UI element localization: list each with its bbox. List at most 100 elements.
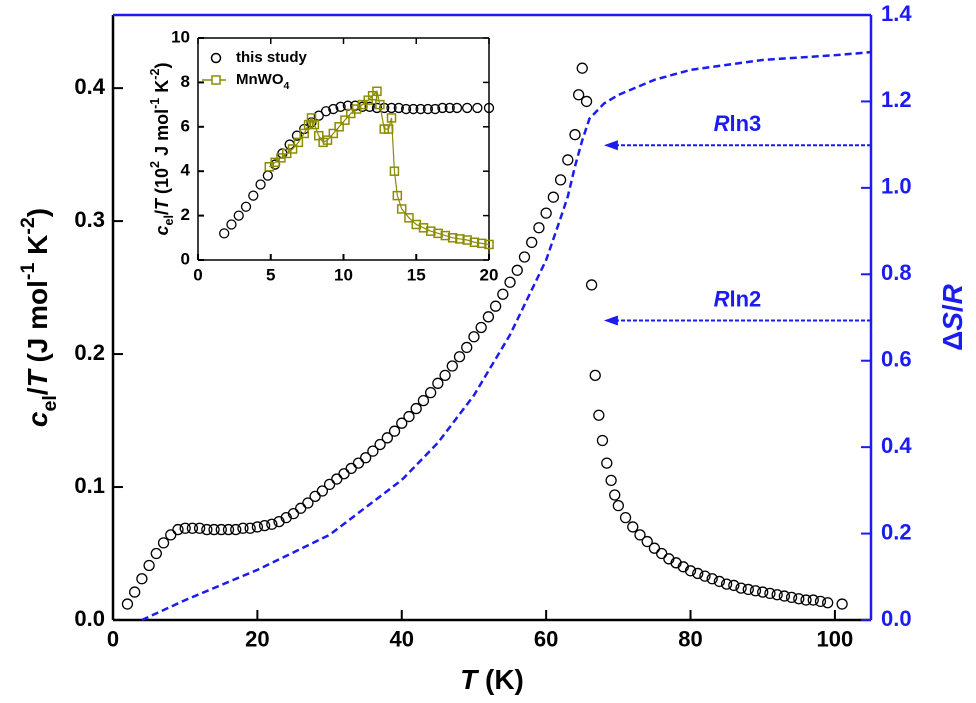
circle-marker (430, 103, 441, 115)
y-tick-label: 0.1 (74, 473, 105, 498)
square-marker (404, 213, 414, 223)
circle-marker (453, 351, 466, 363)
x-tick-label: 80 (678, 627, 702, 652)
circle-marker (302, 497, 314, 509)
y-tick-label: 0 (181, 249, 190, 268)
circle-marker (136, 573, 148, 585)
y-tick-label: 4 (181, 161, 191, 180)
square-marker (484, 239, 494, 250)
circle-marker (328, 103, 339, 115)
circle-marker (576, 62, 588, 74)
square-marker (309, 119, 320, 130)
circle-marker (778, 590, 791, 602)
circle-marker (165, 529, 177, 541)
circle-marker (415, 103, 426, 115)
square-marker (396, 204, 407, 214)
circle-marker (735, 582, 747, 594)
square-marker (303, 119, 314, 130)
square-marker (392, 190, 403, 201)
circle-marker (596, 434, 609, 447)
circle-marker (266, 518, 278, 530)
circle-marker (601, 457, 613, 469)
circle-marker (713, 575, 726, 588)
y-tick-label: 2 (181, 205, 190, 224)
circle-marker (230, 523, 242, 536)
circle-marker (609, 489, 621, 501)
circle-marker (244, 522, 256, 534)
circle-marker (157, 537, 170, 549)
square-marker (293, 137, 304, 148)
circle-marker (800, 594, 812, 606)
circle-marker (785, 591, 798, 604)
y-axis-label: cel/T (102 J mol-1 K-2) (148, 62, 176, 235)
circle-marker (386, 102, 397, 114)
circle-marker (451, 102, 463, 114)
circle-marker (408, 103, 419, 115)
x-tick-label: 0 (193, 266, 202, 285)
x-tick-label: 5 (266, 266, 275, 285)
y-axis-label: cel/T (J mol-1 K-2) (17, 208, 61, 427)
y-tick-label: 0.0 (74, 606, 105, 631)
square-marker (299, 128, 309, 139)
circle-marker (215, 523, 227, 536)
annotation: Rln2 (714, 286, 762, 311)
arrow-head (603, 315, 618, 326)
y2-tick-label: 0.4 (881, 433, 912, 458)
circle-marker (489, 300, 502, 312)
circle-marker (437, 102, 448, 114)
circle-marker (309, 490, 321, 502)
y2-tick-label: 1.2 (881, 87, 912, 112)
circle-marker (439, 369, 451, 381)
square-marker (386, 113, 397, 123)
circle-marker (641, 535, 653, 548)
y-tick-label: 8 (181, 72, 190, 91)
circle-marker (364, 101, 375, 112)
legend-label: MnWO4 (236, 71, 289, 92)
circle-marker (511, 264, 523, 276)
circle-marker (655, 547, 668, 560)
circle-marker (605, 474, 617, 487)
circle-marker (291, 130, 303, 141)
circle-marker (728, 579, 740, 592)
circle-marker (248, 190, 259, 201)
circle-marker (295, 502, 307, 514)
circle-marker (331, 473, 343, 485)
circle-marker (764, 587, 776, 600)
y2-tick-label: 0.6 (881, 347, 912, 372)
circle-marker (749, 585, 762, 597)
circle-marker (237, 522, 249, 534)
circle-marker (706, 573, 718, 585)
circle-marker (172, 523, 184, 536)
circle-marker (580, 95, 593, 108)
y-tick-label: 0.3 (74, 207, 105, 232)
square-marker (340, 115, 350, 125)
circle-marker (226, 219, 237, 230)
circle-marker (771, 589, 783, 601)
circle-marker (320, 106, 332, 117)
circle-marker (572, 89, 585, 101)
circle-marker (424, 386, 437, 399)
circle-marker (462, 102, 473, 114)
circle-marker (569, 129, 581, 141)
circle-marker (251, 521, 264, 533)
circle-marker (540, 207, 552, 219)
circle-marker (323, 478, 336, 491)
circle-marker (400, 103, 412, 115)
arrow-head (603, 140, 618, 151)
legend-marker (211, 75, 221, 85)
circle-marker (757, 586, 769, 598)
square-marker (306, 113, 317, 123)
circle-marker (483, 102, 495, 114)
circle-marker (472, 102, 483, 114)
square-marker (375, 99, 385, 110)
circle-marker (287, 507, 300, 520)
circle-marker (468, 331, 480, 343)
circle-marker (699, 570, 711, 582)
circle-marker (720, 578, 733, 590)
x-tick-label: 0 (107, 627, 119, 652)
circle-marker (518, 251, 531, 263)
y2-tick-label: 0.0 (881, 606, 912, 631)
circle-marker (208, 523, 220, 536)
legend-marker (210, 52, 222, 64)
circle-marker (593, 409, 605, 421)
